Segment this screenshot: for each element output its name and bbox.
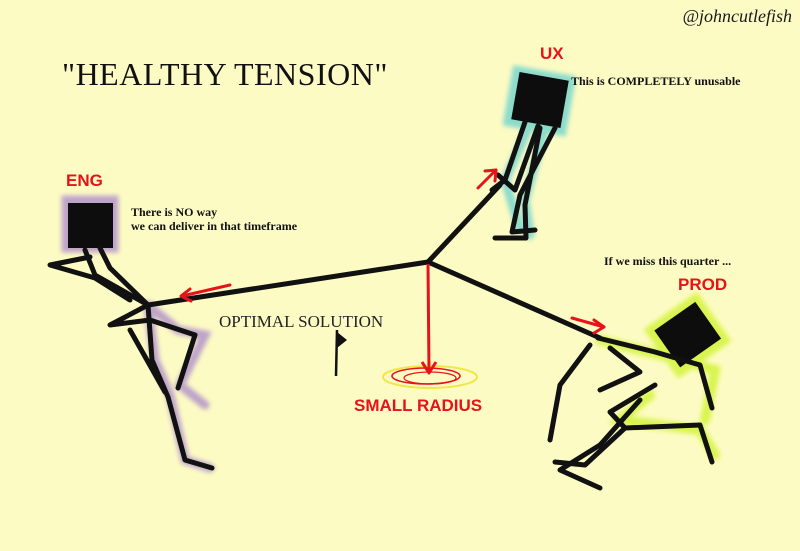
flag-icon [334, 329, 347, 377]
tension-ropes [145, 182, 603, 341]
prod-body [547, 335, 715, 491]
eng-pull-arrow [179, 283, 232, 303]
ux-pull-arrow [476, 168, 498, 190]
optimal-solution-label: OPTIMAL SOLUTION [219, 312, 384, 331]
rope-to-eng [145, 259, 431, 308]
eng-quote-line2: we can deliver in that timeframe [131, 219, 298, 233]
rope-to-prod [425, 259, 603, 341]
eng-head [68, 203, 113, 248]
eng-body [47, 245, 215, 471]
diagram-title: "HEALTHY TENSION" [62, 56, 388, 92]
small-radius-label: SMALL RADIUS [354, 396, 483, 415]
prod-label: PROD [678, 275, 728, 294]
eng-label: ENG [66, 171, 103, 190]
ux-head [511, 72, 569, 128]
ux-quote: This is COMPLETELY unusable [571, 74, 741, 88]
ux-label: UX [540, 44, 564, 63]
prod-figure [547, 292, 732, 491]
prod-head [654, 301, 722, 368]
eng-figure [47, 195, 215, 473]
pull-arrows [179, 168, 606, 335]
prod-pull-arrow [570, 316, 606, 335]
plumb-line [420, 263, 438, 375]
ux-body [489, 119, 558, 241]
author-handle: @johncutlefish [682, 6, 792, 26]
eng-quote-line1: There is NO way [131, 205, 218, 219]
prod-quote: If we miss this quarter ... [604, 254, 732, 268]
rope-to-ux [425, 182, 503, 265]
ux-figure [489, 65, 577, 241]
